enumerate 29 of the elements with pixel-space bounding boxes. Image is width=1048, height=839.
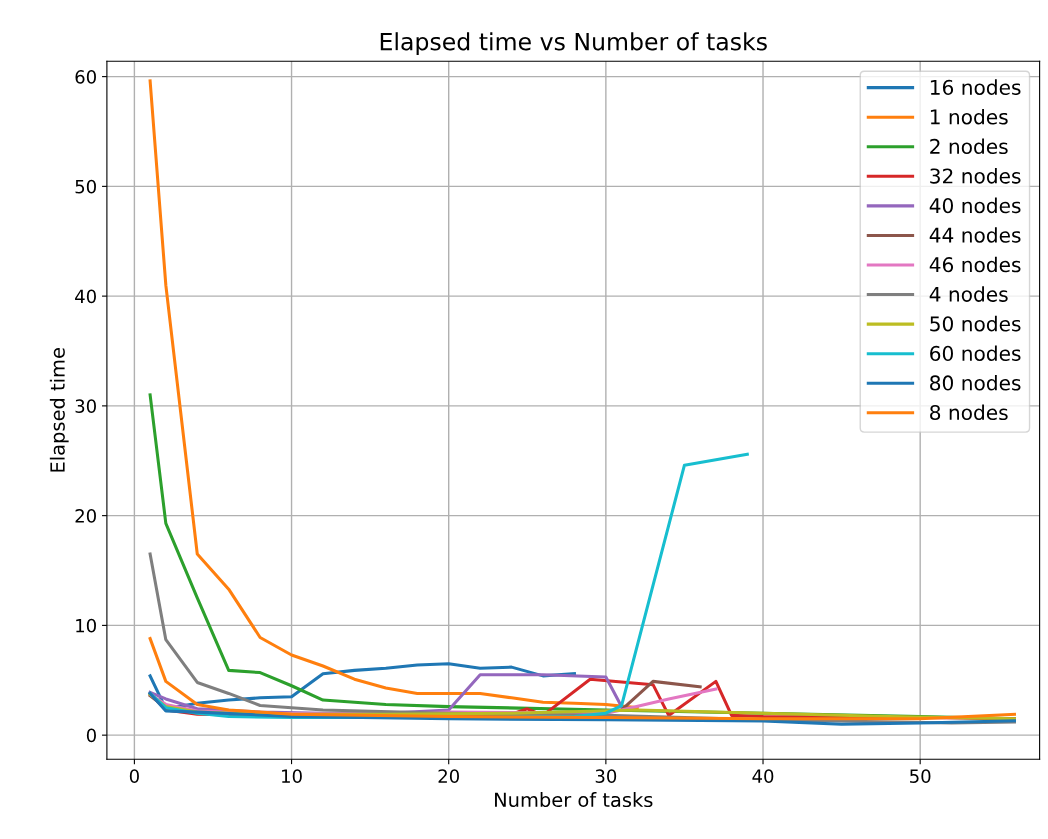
x-tick-label: 20 [438, 769, 459, 783]
chart-title: Elapsed time vs Number of tasks [380, 32, 767, 56]
legend-label: 40 nodes [929, 197, 1021, 214]
legend-label: 2 nodes [930, 138, 1008, 155]
y-tick-label: 30 [75, 399, 96, 413]
x-tick-label: 50 [910, 769, 931, 783]
y-axis-title: Elapsed time [49, 348, 69, 472]
line-series [148, 637, 1016, 721]
x-tick-label: 0 [129, 769, 139, 783]
legend-label: 60 nodes [930, 345, 1021, 361]
y-tick-label: 60 [75, 70, 96, 84]
y-tick-label: 10 [76, 618, 96, 633]
legend-label: 50 nodes [930, 315, 1021, 332]
y-tick-label: 0 [86, 728, 96, 743]
y-tick-label: 20 [75, 509, 96, 523]
legend-label: 8 nodes [930, 404, 1008, 421]
legend-label: 32 nodes [930, 168, 1021, 184]
y-tick-label: 50 [75, 179, 96, 194]
legend-label: 46 nodes [929, 256, 1021, 273]
x-tick-label: 30 [595, 769, 617, 783]
legend-label: 16 nodes [930, 79, 1021, 95]
x-tick-label: 40 [752, 769, 774, 783]
legend-label: 44 nodes [929, 227, 1021, 243]
y-tick-label: 40 [75, 289, 96, 304]
legend-label: 80 nodes [930, 374, 1021, 391]
x-axis-title: Number of tasks [495, 792, 653, 808]
x-tick-label: 10 [282, 769, 302, 783]
legend-label: 4 nodes [929, 286, 1008, 302]
legend-label: 1 nodes [930, 108, 1008, 125]
